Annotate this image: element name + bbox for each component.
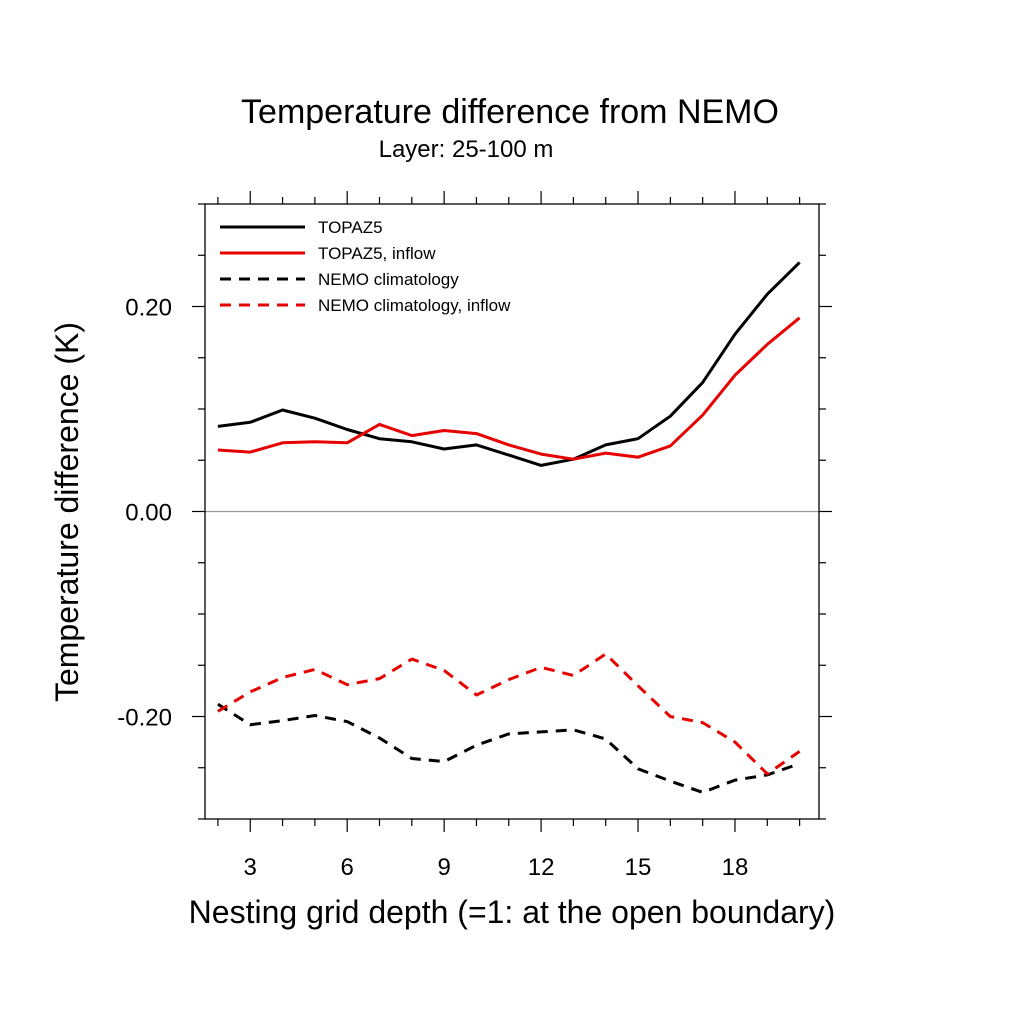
x-axis-label: Nesting grid depth (=1: at the open boun…	[189, 894, 836, 930]
series-line-3	[217, 702, 801, 794]
x-tick-label: 18	[722, 854, 749, 881]
legend-label: NEMO climatology, inflow	[318, 296, 511, 315]
series-line-1	[217, 261, 801, 467]
y-tick-label: 0.00	[125, 500, 172, 527]
y-tick-label: 0.20	[125, 295, 172, 322]
legend-label: NEMO climatology	[318, 270, 459, 289]
legend-label: TOPAZ5	[318, 218, 383, 237]
x-tick-label: 6	[341, 854, 354, 881]
plot-area: 3 6 9 12 15 18 -0.20 0.00 0.20 TOPAZ5 TOPAZ5, infl…	[117, 191, 832, 881]
y-tick-label: -0.20	[117, 705, 172, 732]
series-line-2	[217, 316, 801, 461]
legend: TOPAZ5 TOPAZ5, inflow NEMO climatology NEMO…	[220, 218, 511, 315]
series-line-4	[217, 652, 801, 776]
x-tick-label: 3	[244, 854, 257, 881]
legend-label: TOPAZ5, inflow	[318, 244, 436, 263]
chart-title: Temperature difference from NEMO	[241, 93, 779, 131]
x-tick-label: 9	[437, 854, 450, 881]
x-tick-label: 15	[625, 854, 652, 881]
x-tick-label: 12	[528, 854, 555, 881]
chart-subtitle: Layer: 25-100 m	[379, 136, 554, 163]
y-axis-label: Temperature difference (K)	[49, 322, 85, 702]
